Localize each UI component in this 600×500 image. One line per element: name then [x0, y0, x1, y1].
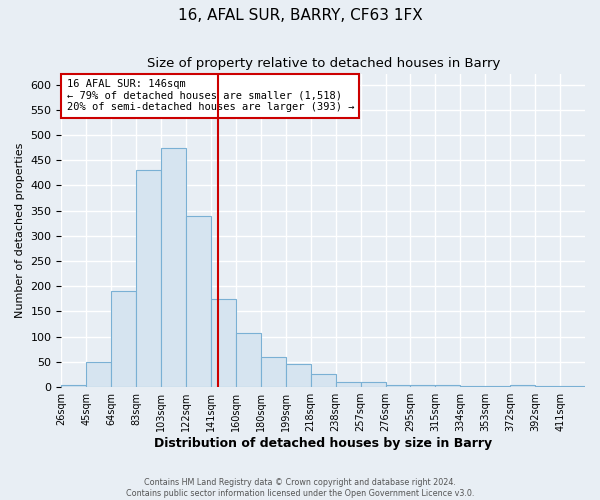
Text: Contains HM Land Registry data © Crown copyright and database right 2024.
Contai: Contains HM Land Registry data © Crown c… — [126, 478, 474, 498]
Bar — [361, 382, 386, 387]
Bar — [535, 386, 560, 387]
Bar — [460, 386, 485, 387]
Bar — [510, 384, 535, 387]
Bar — [286, 364, 311, 387]
Y-axis label: Number of detached properties: Number of detached properties — [15, 143, 25, 318]
Bar — [335, 382, 361, 387]
Bar — [436, 384, 460, 387]
Text: 16, AFAL SUR, BARRY, CF63 1FX: 16, AFAL SUR, BARRY, CF63 1FX — [178, 8, 422, 22]
Bar — [186, 216, 211, 387]
Text: 16 AFAL SUR: 146sqm
← 79% of detached houses are smaller (1,518)
20% of semi-det: 16 AFAL SUR: 146sqm ← 79% of detached ho… — [67, 79, 354, 112]
Bar — [386, 384, 410, 387]
Bar — [560, 386, 585, 387]
Bar — [236, 332, 261, 387]
Bar — [211, 299, 236, 387]
Bar — [136, 170, 161, 387]
Bar — [311, 374, 335, 387]
X-axis label: Distribution of detached houses by size in Barry: Distribution of detached houses by size … — [154, 437, 492, 450]
Bar — [86, 362, 111, 387]
Bar — [261, 357, 286, 387]
Bar — [485, 386, 510, 387]
Bar — [61, 384, 86, 387]
Bar — [410, 384, 436, 387]
Bar — [161, 148, 186, 387]
Title: Size of property relative to detached houses in Barry: Size of property relative to detached ho… — [146, 58, 500, 70]
Bar — [111, 292, 136, 387]
